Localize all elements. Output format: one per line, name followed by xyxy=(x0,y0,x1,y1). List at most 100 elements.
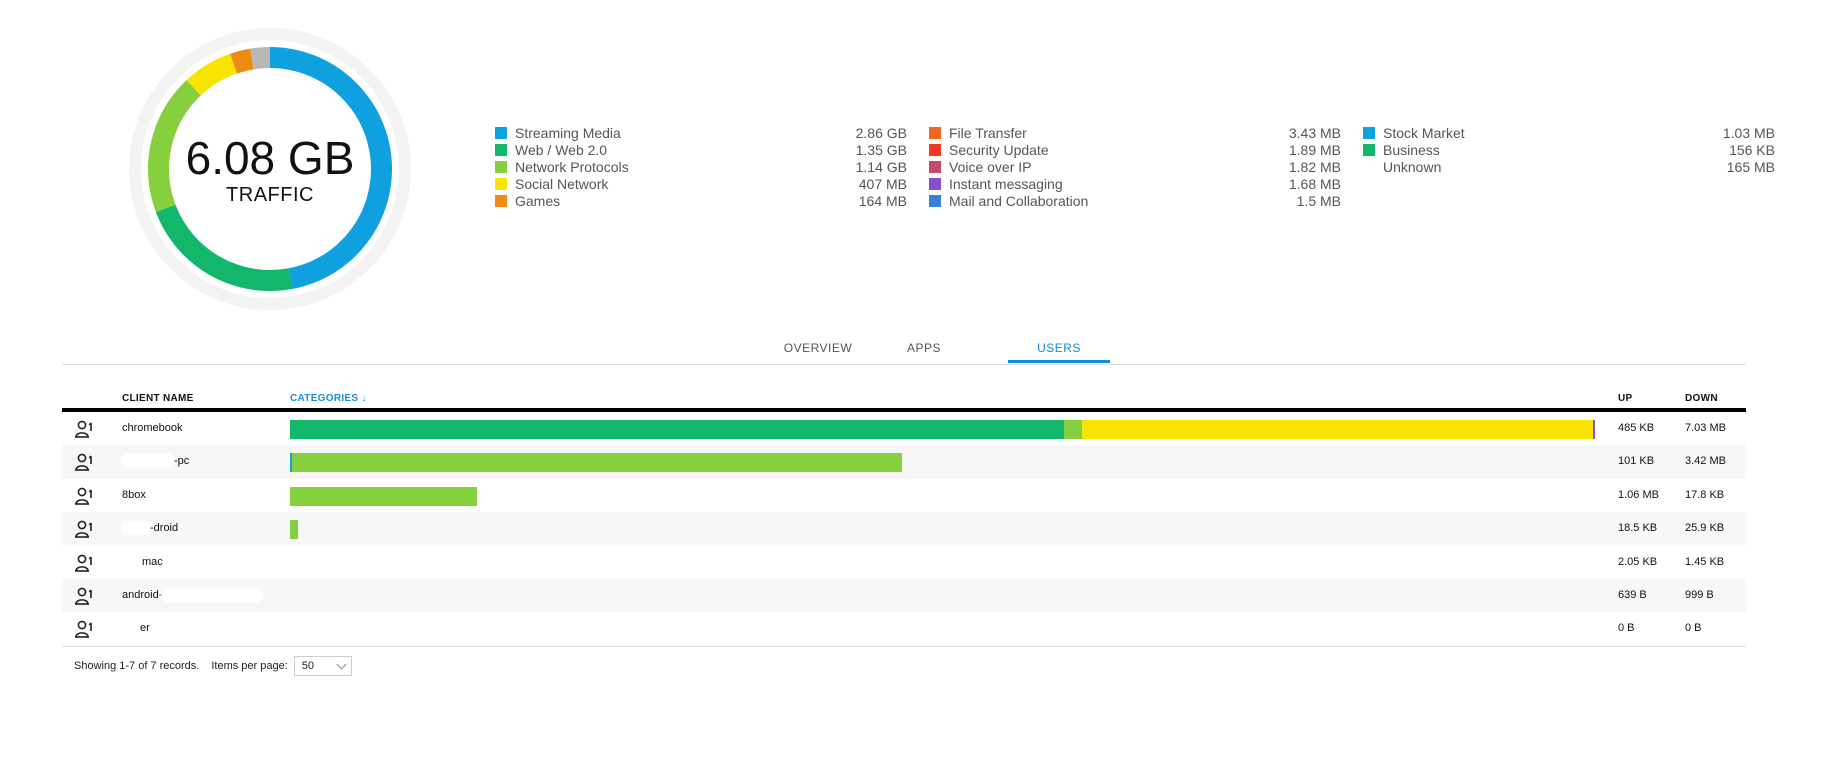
user-add-icon[interactable] xyxy=(74,520,94,538)
user-add-icon[interactable] xyxy=(74,620,94,639)
column-header-up[interactable]: UP xyxy=(1618,393,1633,404)
legend-item[interactable]: Streaming Media 2.86 GB xyxy=(495,124,907,141)
legend-value: 1.14 GB xyxy=(855,158,907,175)
category-bar-segment[interactable] xyxy=(1082,420,1593,439)
table-row[interactable]: chromebook 485 KB 7.03 MB xyxy=(62,412,1746,445)
legend-name: Mail and Collaboration xyxy=(949,192,1089,209)
category-bar-segment[interactable] xyxy=(290,420,1064,439)
donut-slice-streaming-media[interactable] xyxy=(270,47,392,289)
user-add-icon[interactable] xyxy=(74,587,94,605)
legend-swatch xyxy=(929,177,941,190)
download-value: 0 B xyxy=(1685,622,1702,635)
legend-swatch xyxy=(929,194,941,207)
client-name[interactable]: 8box xyxy=(122,489,146,501)
donut-slice-social-network[interactable] xyxy=(186,53,237,96)
legend-name: Business xyxy=(1383,141,1440,158)
header-rule xyxy=(62,408,1746,412)
client-name[interactable]: -droid xyxy=(122,522,179,535)
legend-swatch xyxy=(929,126,941,139)
legend-item[interactable]: Unknown 165 MB xyxy=(1363,158,1775,175)
column-header-down[interactable]: DOWN xyxy=(1685,393,1718,404)
client-name-text: android- xyxy=(122,588,163,601)
client-name-text: -pc xyxy=(174,455,190,468)
client-name-text: 8box xyxy=(122,488,146,501)
table-row[interactable]: er 0 B 0 B xyxy=(62,612,1746,645)
client-name[interactable]: er xyxy=(122,622,150,635)
donut-slice-games[interactable] xyxy=(230,48,254,74)
legend-item[interactable]: Social Network 407 MB xyxy=(495,175,907,192)
legend-item[interactable]: Mail and Collaboration 1.5 MB xyxy=(929,192,1341,209)
items-per-page-label: Items per page: xyxy=(211,660,288,672)
tab-apps[interactable]: APPS xyxy=(906,341,941,355)
upload-value: 101 KB xyxy=(1618,455,1655,468)
table-row[interactable]: -pc 101 KB 3.42 MB xyxy=(62,445,1746,479)
download-value: 3.42 MB xyxy=(1685,455,1726,468)
client-name-text: mac xyxy=(142,555,163,568)
legend-swatch xyxy=(495,194,507,207)
legend-name: File Transfer xyxy=(949,124,1027,141)
legend-name: Security Update xyxy=(949,141,1049,158)
client-name-text: chromebook xyxy=(122,422,183,434)
legend-swatch xyxy=(495,160,507,173)
table-row[interactable]: android- 639 B 999 B xyxy=(62,578,1746,613)
legend-value: 2.86 GB xyxy=(855,124,907,141)
table-row[interactable]: mac 2.05 KB 1.45 KB xyxy=(62,546,1746,579)
legend-item[interactable]: File Transfer 3.43 MB xyxy=(929,124,1341,141)
legend-value: 3.43 MB xyxy=(1288,124,1341,141)
legend-item[interactable]: Instant messaging 1.68 MB xyxy=(929,175,1341,192)
legend-swatch xyxy=(1363,143,1375,156)
category-bar-segment[interactable] xyxy=(290,453,292,473)
legend-item[interactable]: Web / Web 2.0 1.35 GB xyxy=(495,141,907,158)
legend-value: 1.82 MB xyxy=(1288,158,1341,175)
legend-name: Streaming Media xyxy=(515,124,621,141)
user-add-icon[interactable] xyxy=(74,554,94,572)
legend-value: 1.35 GB xyxy=(855,141,907,158)
legend-name: Network Protocols xyxy=(515,158,629,175)
legend-item[interactable]: Security Update 1.89 MB xyxy=(929,141,1341,158)
table-row[interactable]: 8box 1.06 MB 17.8 KB xyxy=(62,479,1746,512)
donut-slice-other[interactable] xyxy=(250,47,270,70)
table-row[interactable]: -droid 18.5 KB 25.9 KB xyxy=(62,512,1746,546)
client-name[interactable]: -pc xyxy=(122,455,190,468)
user-add-icon[interactable] xyxy=(74,420,94,438)
donut-slice-web-web-2-0[interactable] xyxy=(155,204,293,291)
client-name[interactable]: mac xyxy=(122,556,163,568)
legend-item[interactable]: Network Protocols 1.14 GB xyxy=(495,158,907,175)
download-value: 25.9 KB xyxy=(1685,522,1725,535)
category-bar xyxy=(290,620,1594,639)
category-bar-segment[interactable] xyxy=(1064,420,1082,439)
user-add-icon[interactable] xyxy=(74,487,94,505)
category-bar-segment[interactable] xyxy=(290,486,477,506)
client-name[interactable]: android- xyxy=(122,588,263,602)
category-bar-segment[interactable] xyxy=(1593,420,1595,439)
column-header-categories[interactable]: CATEGORIES ↓ xyxy=(290,393,367,404)
user-add-icon[interactable] xyxy=(74,453,94,472)
records-count: Showing 1-7 of 7 records. xyxy=(74,660,200,672)
tab-users[interactable]: USERS xyxy=(1008,336,1110,363)
items-per-page-select[interactable]: 50 xyxy=(293,656,352,676)
upload-value: 639 B xyxy=(1618,588,1647,601)
client-name-text: -droid xyxy=(150,522,179,535)
legend-swatch xyxy=(929,160,941,173)
legend-column: Streaming Media 2.86 GB Web / Web 2.0 1.35 … xyxy=(495,124,907,209)
legend-item[interactable]: Stock Market 1.03 MB xyxy=(1363,124,1775,141)
category-bar xyxy=(290,420,1595,439)
upload-value: 2.05 KB xyxy=(1618,555,1658,568)
category-bar xyxy=(290,453,1594,473)
donut-slice-network-protocols[interactable] xyxy=(148,80,201,213)
column-header-client-name[interactable]: CLIENT NAME xyxy=(122,393,194,404)
legend-name: Voice over IP xyxy=(949,158,1032,175)
category-bar-segment[interactable] xyxy=(290,520,298,540)
table-body: chromebook 485 KB 7.03 MB -pc 101 KB 3.42 MB 8… xyxy=(62,412,1746,646)
chevron-down-icon xyxy=(336,659,347,669)
tab-overview[interactable]: OVERVIEW xyxy=(783,341,853,355)
legend-name: Stock Market xyxy=(1383,124,1465,141)
category-bar-segment[interactable] xyxy=(292,453,902,473)
legend-item[interactable]: Games 164 MB xyxy=(495,192,907,209)
upload-value: 485 KB xyxy=(1618,422,1655,434)
legend-item[interactable]: Voice over IP 1.82 MB xyxy=(929,158,1341,175)
legend-swatch xyxy=(495,143,507,156)
legend-item[interactable]: Business 156 KB xyxy=(1363,141,1775,158)
view-tabs: OVERVIEW APPS USERS xyxy=(62,336,1746,365)
client-name[interactable]: chromebook xyxy=(122,422,183,434)
